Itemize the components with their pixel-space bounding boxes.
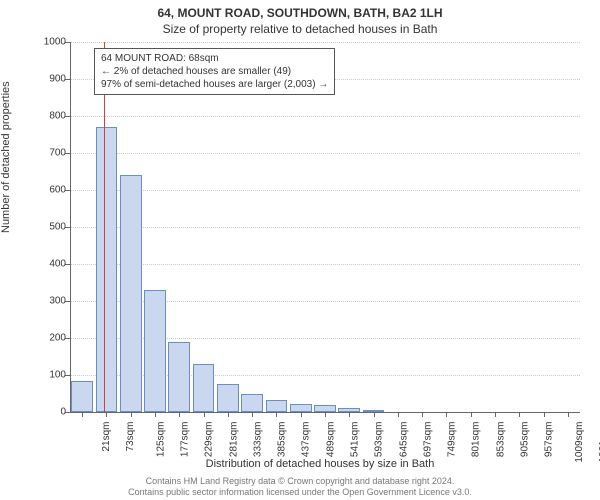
x-tick-label: 1009sqm: [574, 422, 585, 463]
x-tick-label: 125sqm: [155, 422, 166, 458]
x-tick-label: 957sqm: [544, 422, 555, 458]
x-tick-mark: [106, 412, 107, 417]
grid-line: [70, 42, 580, 43]
histogram-bar: [71, 381, 93, 412]
y-tick-label: 100: [6, 370, 66, 381]
chart-title-sub: Size of property relative to detached ho…: [0, 22, 600, 36]
x-tick-mark: [568, 412, 569, 417]
histogram-bar: [144, 290, 166, 412]
histogram-bar: [193, 364, 215, 412]
y-tick-label: 900: [6, 74, 66, 85]
histogram-bar: [120, 175, 142, 412]
x-tick-mark: [301, 412, 302, 417]
histogram-bar: [168, 342, 190, 412]
x-tick-label: 281sqm: [228, 422, 239, 458]
y-tick-label: 600: [6, 185, 66, 196]
x-tick-label: 645sqm: [398, 422, 409, 458]
grid-line: [70, 264, 580, 265]
y-tick-label: 500: [6, 222, 66, 233]
y-tick-label: 0: [6, 407, 66, 418]
x-tick-label: 541sqm: [350, 422, 361, 458]
y-tick-label: 1000: [6, 37, 66, 48]
property-info-box: 64 MOUNT ROAD: 68sqm← 2% of detached hou…: [94, 48, 335, 95]
x-tick-mark: [155, 412, 156, 417]
x-tick-mark: [276, 412, 277, 417]
x-tick-label: 697sqm: [422, 422, 433, 458]
y-tick-label: 800: [6, 111, 66, 122]
x-tick-mark: [495, 412, 496, 417]
histogram-bar: [266, 400, 288, 412]
x-tick-mark: [131, 412, 132, 417]
footer-line-2: Contains public sector information licen…: [0, 487, 600, 498]
x-tick-mark: [374, 412, 375, 417]
chart-title-main: 64, MOUNT ROAD, SOUTHDOWN, BATH, BA2 1LH: [0, 6, 600, 20]
y-axis-line: [70, 42, 71, 412]
plot-area: 64 MOUNT ROAD: 68sqm← 2% of detached hou…: [70, 42, 580, 412]
x-tick-label: 385sqm: [277, 422, 288, 458]
x-tick-mark: [179, 412, 180, 417]
x-tick-label: 593sqm: [374, 422, 385, 458]
histogram-bar: [217, 384, 239, 412]
histogram-bar: [241, 394, 263, 413]
chart-footer: Contains HM Land Registry data © Crown c…: [0, 476, 600, 498]
x-tick-mark: [471, 412, 472, 417]
info-box-line: 64 MOUNT ROAD: 68sqm: [101, 52, 328, 65]
x-tick-label: 749sqm: [447, 422, 458, 458]
x-tick-mark: [325, 412, 326, 417]
grid-line: [70, 153, 580, 154]
y-tick-label: 400: [6, 259, 66, 270]
histogram-bar: [290, 404, 312, 412]
histogram-bar: [314, 405, 336, 412]
grid-line: [70, 116, 580, 117]
info-box-line: ← 2% of detached houses are smaller (49): [101, 65, 328, 78]
x-tick-label: 229sqm: [204, 422, 215, 458]
x-tick-label: 437sqm: [301, 422, 312, 458]
x-tick-mark: [82, 412, 83, 417]
info-box-line: 97% of semi-detached houses are larger (…: [101, 78, 328, 91]
footer-line-1: Contains HM Land Registry data © Crown c…: [0, 476, 600, 487]
x-tick-mark: [544, 412, 545, 417]
x-tick-mark: [422, 412, 423, 417]
x-tick-label: 21sqm: [101, 422, 112, 452]
property-marker-line: [104, 42, 105, 412]
y-tick-label: 200: [6, 333, 66, 344]
chart-container: 64, MOUNT ROAD, SOUTHDOWN, BATH, BA2 1LH…: [0, 0, 600, 500]
x-tick-mark: [446, 412, 447, 417]
x-tick-mark: [398, 412, 399, 417]
x-tick-label: 905sqm: [520, 422, 531, 458]
x-tick-label: 333sqm: [252, 422, 263, 458]
x-tick-label: 853sqm: [495, 422, 506, 458]
x-tick-mark: [349, 412, 350, 417]
x-tick-label: 801sqm: [471, 422, 482, 458]
x-axis-label: Distribution of detached houses by size …: [0, 458, 600, 470]
y-tick-label: 700: [6, 148, 66, 159]
x-tick-label: 177sqm: [180, 422, 191, 458]
histogram-bar: [96, 127, 118, 412]
grid-line: [70, 190, 580, 191]
grid-line: [70, 227, 580, 228]
x-tick-label: 73sqm: [125, 422, 136, 452]
y-tick-label: 300: [6, 296, 66, 307]
x-tick-mark: [228, 412, 229, 417]
x-tick-mark: [519, 412, 520, 417]
x-tick-label: 489sqm: [325, 422, 336, 458]
x-tick-mark: [204, 412, 205, 417]
x-tick-mark: [252, 412, 253, 417]
